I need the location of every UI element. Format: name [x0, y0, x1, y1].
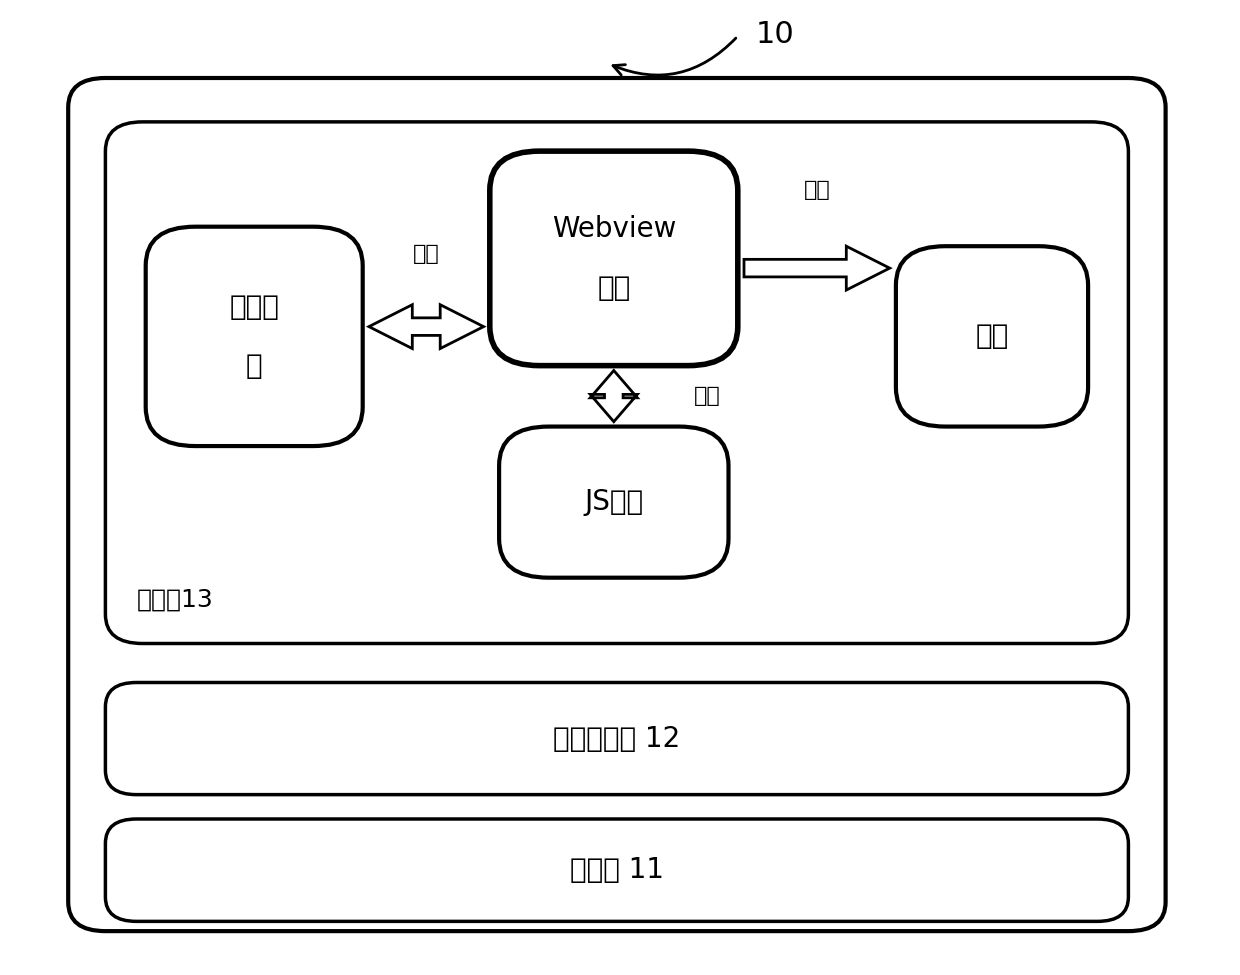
Text: 应用层13: 应用层13: [136, 588, 213, 611]
FancyBboxPatch shape: [68, 78, 1166, 931]
Text: 页面: 页面: [976, 323, 1008, 350]
FancyBboxPatch shape: [146, 227, 362, 447]
Polygon shape: [590, 370, 637, 421]
FancyBboxPatch shape: [490, 151, 738, 366]
Text: 硬件层 11: 硬件层 11: [570, 856, 663, 884]
Text: 10: 10: [755, 20, 795, 49]
Text: 调用: 调用: [693, 386, 720, 407]
Text: 调用: 调用: [413, 244, 440, 263]
Polygon shape: [744, 246, 890, 291]
Text: JS脚本: JS脚本: [584, 488, 644, 516]
Text: 本地应: 本地应: [229, 293, 279, 321]
FancyBboxPatch shape: [105, 682, 1128, 795]
FancyBboxPatch shape: [498, 427, 728, 577]
FancyBboxPatch shape: [895, 246, 1089, 427]
Text: 用: 用: [246, 352, 263, 379]
FancyBboxPatch shape: [105, 122, 1128, 644]
Polygon shape: [370, 304, 484, 348]
Text: 显示: 显示: [804, 180, 831, 200]
Text: 组件: 组件: [598, 274, 630, 301]
FancyBboxPatch shape: [105, 819, 1128, 921]
Text: 操作系统层 12: 操作系统层 12: [553, 724, 681, 753]
Text: Webview: Webview: [552, 215, 676, 243]
